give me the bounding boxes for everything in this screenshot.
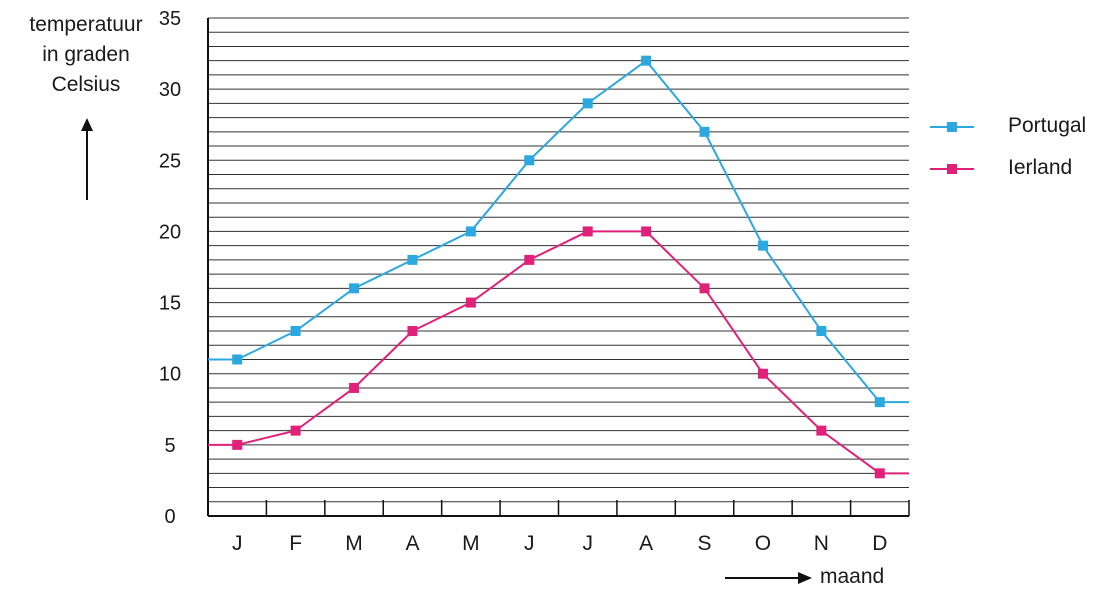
data-point-ierland-10 [816,425,827,436]
y-tick-label-20: 20 [159,221,181,243]
y-axis-label-line-2: in graden [42,43,130,66]
data-point-portugal-0 [232,354,243,365]
legend-label-ierland: Ierland [1008,156,1073,179]
axis-arrows [81,118,812,584]
y-tick-labels: 0 5 10 15 20 25 30 35 [159,8,181,528]
y-axis-arrow-head [81,118,93,131]
x-tick-label-1: F [289,532,302,555]
x-tick-label-2: M [345,532,363,555]
data-point-portugal-2 [349,283,360,294]
y-tick-label-10: 10 [159,364,181,386]
axes [207,18,910,517]
data-point-ierland-4 [465,297,476,308]
series-group [208,55,909,479]
x-tick-label-11: D [872,532,887,555]
y-axis-label-line-1: temperatuur [29,13,143,36]
y-tick-label-5: 5 [164,435,175,457]
data-point-portugal-5 [524,155,535,166]
data-point-ierland-8 [699,283,710,294]
y-tick-label-30: 30 [159,79,181,101]
data-point-portugal-9 [757,240,768,251]
x-axis-arrow-head [798,572,812,584]
legend-marker-portugal [947,122,957,132]
data-point-portugal-6 [582,98,593,109]
y-axis-label-line-3: Celsius [51,73,121,96]
data-point-portugal-11 [874,397,885,408]
x-tick-label-3: A [405,532,419,555]
series-portugal [208,55,909,408]
series-line-portugal [208,59,909,404]
x-tick-label-10: N [814,532,829,555]
legend-label-portugal: Portugal [1008,114,1087,137]
y-tick-label-15: 15 [159,293,181,315]
data-point-portugal-4 [465,226,476,237]
y-tick-label-35: 35 [159,8,181,30]
x-axis-label: maand [820,565,885,588]
data-point-ierland-2 [349,382,360,393]
data-point-ierland-5 [524,254,535,265]
x-tick-label-5: J [524,532,535,555]
data-point-ierland-1 [290,425,301,436]
data-point-portugal-3 [407,254,418,265]
series-line-ierland [208,230,909,475]
x-tick-label-6: J [582,532,593,555]
data-point-ierland-7 [641,226,652,237]
y-axis-label: temperatuur in graden Celsius [6,10,166,100]
data-point-ierland-9 [757,368,768,379]
x-tick-label-4: M [462,532,480,555]
x-tick-label-9: O [755,532,771,555]
data-point-ierland-0 [232,439,243,450]
x-tick-label-0: J [232,532,243,555]
data-point-portugal-1 [290,326,301,337]
data-point-portugal-10 [816,326,827,337]
legend-marker-ierland [947,164,957,174]
x-tick-label-8: S [698,532,712,555]
data-point-portugal-7 [641,55,652,66]
gridlines [208,17,909,503]
data-point-ierland-11 [874,468,885,479]
data-point-portugal-8 [699,126,710,137]
data-point-ierland-3 [407,326,418,337]
series-ierland [208,226,909,479]
x-tick-label-7: A [639,532,653,555]
data-point-ierland-6 [582,226,593,237]
y-tick-label-25: 25 [159,150,181,172]
y-tick-label-0: 0 [164,506,175,528]
